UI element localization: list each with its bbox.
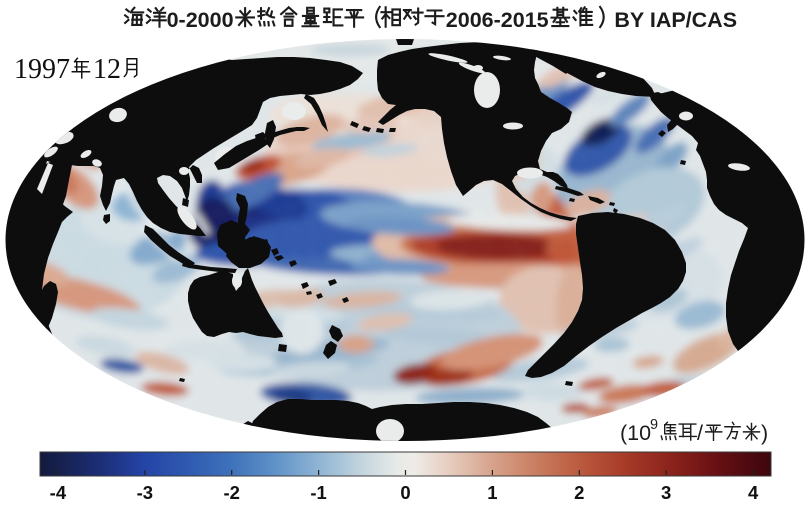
svg-text:-3: -3: [137, 482, 153, 503]
svg-text:-4: -4: [50, 482, 67, 503]
svg-text:/: /: [697, 421, 703, 445]
svg-text:): ): [761, 421, 768, 445]
svg-text:0: 0: [400, 482, 410, 503]
svg-text:-1: -1: [310, 482, 326, 503]
svg-text:-2: -2: [223, 482, 239, 503]
svg-text:9: 9: [650, 417, 658, 433]
svg-text:12: 12: [93, 54, 121, 85]
svg-text:2006-2015: 2006-2015: [446, 8, 549, 32]
svg-text:3: 3: [661, 482, 671, 503]
svg-text:BY IAP/CAS: BY IAP/CAS: [614, 8, 737, 32]
svg-text:1997: 1997: [14, 54, 70, 85]
svg-text:0-2000: 0-2000: [167, 8, 234, 32]
svg-text:4: 4: [748, 482, 759, 503]
svg-text:1: 1: [487, 482, 497, 503]
svg-text:2: 2: [574, 482, 584, 503]
svg-text:(10: (10: [620, 421, 651, 445]
